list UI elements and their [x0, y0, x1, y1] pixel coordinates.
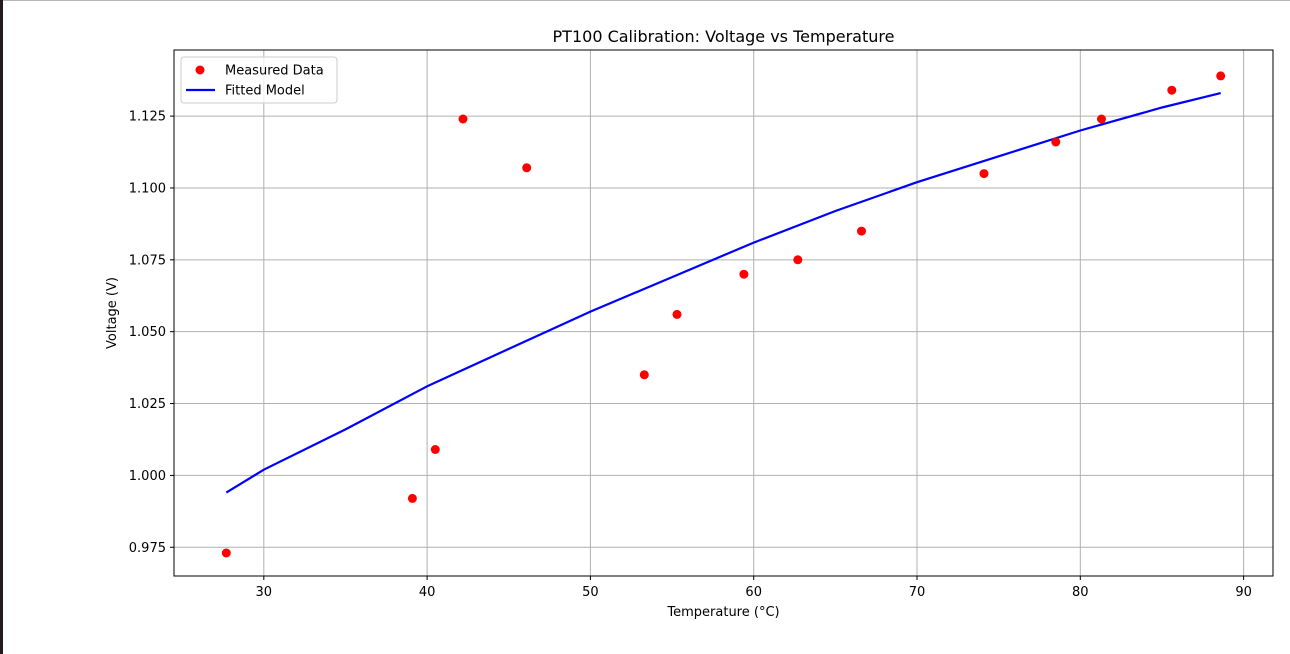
measured-data-point: [672, 309, 682, 319]
measured-data-point: [1216, 71, 1226, 81]
y-tick-label: 1.025: [129, 397, 166, 412]
y-axis-label: Voltage (V): [105, 277, 120, 349]
fitted-model-line: [225, 92, 1221, 494]
x-tick-label: 30: [256, 585, 273, 600]
window-top-edge: [3, 0, 1290, 1]
grid-lines: [174, 50, 1273, 576]
measured-data-point: [430, 445, 440, 454]
x-tick-label: 40: [419, 585, 436, 600]
x-tick-label: 80: [1072, 585, 1089, 600]
measured-data-point: [407, 493, 417, 503]
plot-series: [221, 71, 1226, 558]
x-tick-label: 60: [745, 585, 762, 600]
measured-data-point: [857, 226, 866, 236]
chart-title: PT100 Calibration: Voltage vs Temperatur…: [553, 27, 895, 46]
y-tick-label: 1.000: [129, 469, 166, 484]
y-tick-label: 1.125: [129, 110, 166, 125]
plot-area-frame: [173, 49, 1274, 577]
y-tick-label: 1.100: [129, 181, 166, 196]
measured-data-point: [979, 169, 989, 179]
window-left-edge: [0, 0, 3, 654]
x-tick-label: 70: [909, 585, 926, 600]
y-tick-label: 0.975: [129, 541, 166, 556]
measured-data-point: [739, 269, 749, 279]
y-tick-label: 1.075: [129, 253, 166, 268]
x-tick-label: 90: [1235, 585, 1252, 600]
measured-data-point: [221, 548, 231, 558]
legend: Measured Data Fitted Model: [180, 56, 338, 104]
legend-box: [180, 56, 338, 104]
measured-data-point: [793, 255, 803, 265]
measured-data-point: [1051, 137, 1061, 147]
x-axis-label: Temperature (°C): [666, 605, 779, 620]
measured-data-point: [1167, 85, 1177, 95]
legend-label-fitted: Fitted Model: [225, 84, 305, 99]
legend-label-measured: Measured Data: [225, 64, 324, 79]
measured-data-point: [639, 370, 649, 380]
x-tick-label: 50: [582, 585, 599, 600]
measured-data-point: [522, 163, 532, 173]
measured-data-point: [1097, 114, 1106, 124]
axis-ticks: 30 40 50 60 70 80 90 0.975 1.000 1.025 1.050 1.075 1…: [129, 110, 1252, 600]
measured-data-point: [458, 114, 468, 124]
legend-marker-measured: [195, 65, 205, 75]
y-tick-label: 1.050: [129, 325, 166, 340]
